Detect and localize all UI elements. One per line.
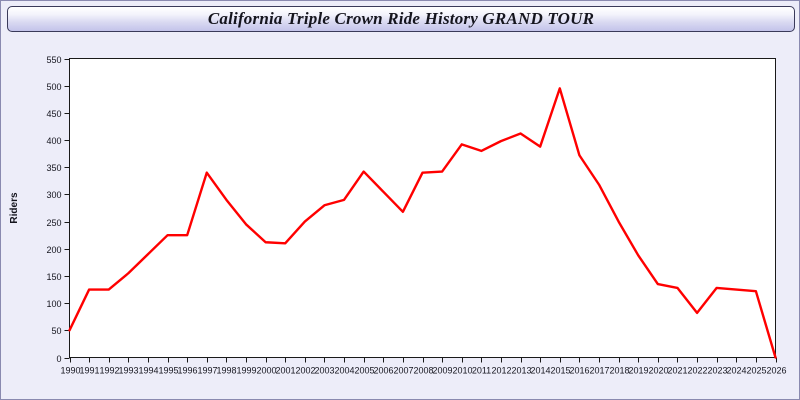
x-axis-tick-label: 2024 [726,366,746,376]
y-axis-tick-label: 200 [46,245,61,255]
x-axis-tick-label: 2015 [550,366,570,376]
x-axis-tick-label: 1993 [118,366,138,376]
x-axis-tick-label: 2019 [628,366,648,376]
x-axis-tick-label: 2018 [609,366,629,376]
x-axis-tick-label: 2023 [707,366,727,376]
x-axis-tick-label: 2005 [354,366,374,376]
x-axis-tick-label: 2006 [373,366,393,376]
x-axis-tick-label: 2002 [295,366,315,376]
x-axis-tick-label: 2022 [687,366,707,376]
x-axis-tick-label: 1997 [197,366,217,376]
x-axis-tick-label: 2021 [667,366,687,376]
y-axis-tick-label: 450 [46,109,61,119]
y-axis-tick-label: 250 [46,218,61,228]
x-axis-tick-label: 1992 [99,366,119,376]
y-axis-tick-labels: 0 50 100 150 200 250 300 350 400 450 500 550 [46,55,61,364]
x-axis-tick-label: 2004 [334,366,354,376]
x-axis-tick-label: 1991 [79,366,99,376]
y-axis-tick-label: 100 [46,299,61,309]
chart-plot-container: 0 50 100 150 200 250 300 350 400 450 500 550 1990 19… [1,34,799,399]
y-axis-tick-label: 0 [56,354,61,364]
y-axis-tick-label: 150 [46,272,61,282]
page-title: California Triple Crown Ride History GRA… [207,9,595,28]
x-axis-tick-label: 2001 [275,366,295,376]
x-axis-tick-label: 2008 [413,366,433,376]
x-axis-tick-label: 1994 [138,366,158,376]
y-axis-title: Riders [9,192,20,224]
x-axis-ticks [69,357,778,363]
y-axis-tick-label: 50 [51,326,61,336]
y-axis-tick-label: 500 [46,82,61,92]
y-axis-tick-label: 550 [46,55,61,65]
x-axis-tick-label: 1990 [60,366,80,376]
x-axis-tick-label: 1995 [158,366,178,376]
riders-series-line [68,87,777,359]
plot-frame [68,57,777,359]
x-axis-tick-label: 1998 [216,366,236,376]
y-axis-tick-label: 350 [46,163,61,173]
x-axis-tick-label: 2026 [766,366,786,376]
x-axis-tick-label: 2020 [648,366,668,376]
x-axis-tick-label: 2016 [569,366,589,376]
y-axis-tick-label: 400 [46,136,61,146]
x-axis-tick-label: 2003 [314,366,334,376]
x-axis-tick-label: 2009 [432,366,452,376]
y-axis-ticks [64,58,70,360]
y-axis-tick-label: 300 [46,190,61,200]
chart-title-bar: California Triple Crown Ride History GRA… [7,6,795,32]
x-axis-tick-label: 2007 [393,366,413,376]
x-axis-tick-label: 2013 [511,366,531,376]
x-axis-tick-label: 2011 [472,366,491,376]
x-axis-tick-label: 2014 [530,366,550,376]
x-axis-tick-label: 2025 [746,366,766,376]
x-axis-tick-label: 1999 [236,366,256,376]
x-axis-tick-label: 2012 [491,366,511,376]
x-axis-tick-label: 2010 [452,366,472,376]
x-axis-tick-label: 2000 [256,366,276,376]
x-axis-tick-label: 2017 [589,366,609,376]
x-axis-tick-label: 1996 [177,366,197,376]
